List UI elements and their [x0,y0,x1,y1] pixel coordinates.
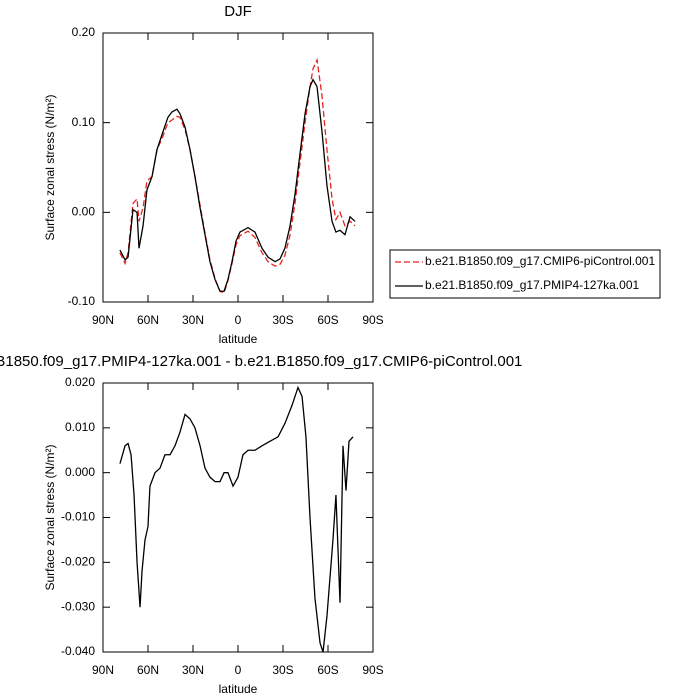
y-tick-label: -0.030 [61,599,95,613]
legend-label: b.e21.B1850.f09_g17.PMIP4-127ka.001 [425,278,639,292]
y-tick-label: -0.10 [68,294,96,308]
series-line [119,57,356,294]
x-axis-label: latitude [219,682,258,696]
y-tick-label: 0.010 [65,420,95,434]
y-tick-label: 0.000 [65,465,95,479]
x-tick-label: 30S [272,313,293,327]
x-tick-label: 90N [92,663,114,677]
chart-title: DJF [224,3,252,20]
y-tick-label: -0.010 [61,510,95,524]
y-tick-label: 0.020 [65,375,95,389]
legend-label: b.e21.B1850.f09_g17.CMIP6-piControl.001 [425,254,655,268]
y-tick-label: -0.020 [61,555,95,569]
y-tick-label: 0.20 [72,25,96,39]
x-tick-label: 60N [137,313,159,327]
x-tick-label: 30N [182,663,204,677]
x-tick-label: 30N [182,313,204,327]
x-tick-label: 90S [362,313,383,327]
series-line [119,385,354,653]
x-tick-label: 0 [235,313,242,327]
x-tick-label: 0 [235,663,242,677]
y-axis-label: Surface zonal stress (N/m²) [43,94,57,240]
legend-box [389,249,661,299]
x-tick-label: 90N [92,313,114,327]
x-tick-label: 90S [362,663,383,677]
y-axis-label: Surface zonal stress (N/m²) [43,444,57,590]
y-tick-label: -0.040 [61,644,95,658]
x-tick-label: 60S [317,313,338,327]
plot-frame [102,382,374,653]
x-tick-label: 30S [272,663,293,677]
x-tick-label: 60N [137,663,159,677]
series-line [119,78,356,292]
x-axis-label: latitude [219,332,258,346]
chart-title: b.e21.B1850.f09_g17.PMIP4-127ka.001 - b.… [0,353,522,370]
x-tick-label: 60S [317,663,338,677]
y-tick-label: 0.10 [72,115,96,129]
y-tick-label: 0.00 [72,205,96,219]
plot-frame [102,32,374,303]
